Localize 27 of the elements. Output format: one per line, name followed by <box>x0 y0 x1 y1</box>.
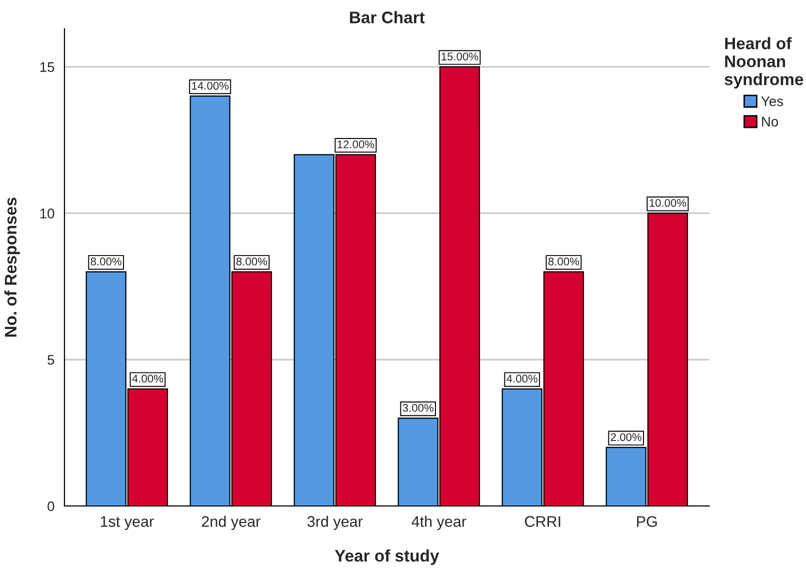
x-tick-label: 4th year <box>412 516 466 530</box>
y-tick-label: 15 <box>40 62 54 72</box>
data-label: 8.00% <box>548 258 580 266</box>
legend-label: No <box>762 116 778 127</box>
y-tick-label: 5 <box>48 355 54 365</box>
x-tick-label: PG <box>637 516 657 527</box>
y-tick-label: 0 <box>48 501 54 512</box>
data-label: 12.00% <box>338 140 374 148</box>
x-tick-label: CRRI <box>524 516 560 527</box>
x-tick-label: 2nd year <box>202 516 260 530</box>
x-tick-label: 1st year <box>100 516 154 530</box>
data-label: 3.00% <box>402 404 434 412</box>
legend-title: Heard of Noonan syndrome <box>724 37 804 89</box>
data-label: 2.00% <box>610 433 642 442</box>
x-tick-label: 3rd year <box>307 516 363 530</box>
x-axis-title: Year of study <box>334 549 440 565</box>
chart-title: Bar Chart <box>350 11 425 24</box>
data-label: 4.00% <box>132 374 164 383</box>
data-label: 8.00% <box>236 258 268 266</box>
data-label: 15.00% <box>442 52 478 60</box>
data-label: 14.00% <box>192 82 229 90</box>
y-axis-title: No. of Responses <box>4 198 20 337</box>
legend-label: Yes <box>761 96 784 106</box>
data-label: 10.00% <box>650 198 686 207</box>
data-label: 8.00% <box>90 258 122 266</box>
y-tick-label: 10 <box>40 208 54 218</box>
data-label: 4.00% <box>506 374 538 383</box>
